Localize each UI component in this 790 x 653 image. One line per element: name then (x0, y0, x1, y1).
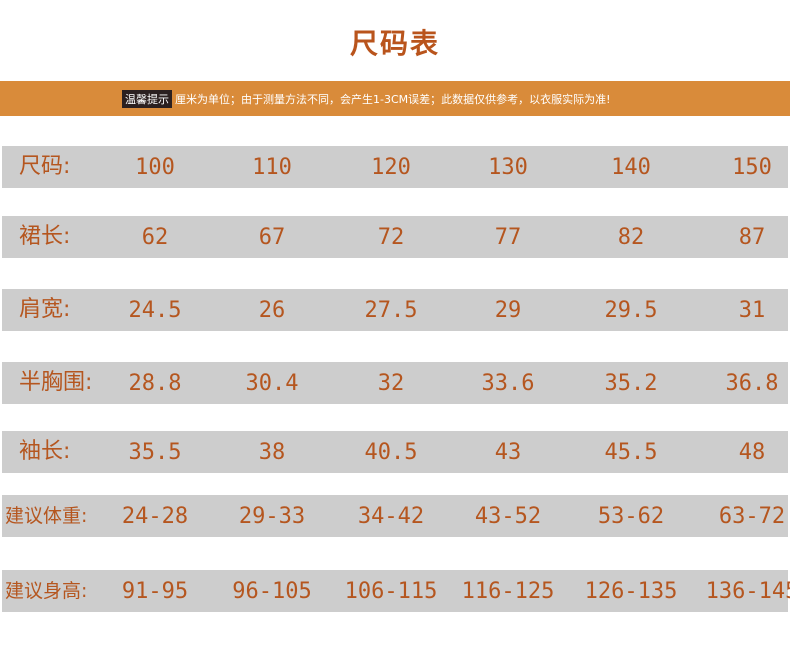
notice-badge: 温馨提示 (122, 90, 172, 108)
table-cell: 48 (738, 440, 766, 465)
table-cell: 29-33 (238, 504, 306, 529)
table-row: 建议身高: 91-95 96-105 106-115 116-125 126-135 136… (2, 570, 790, 612)
table-cell: 136-145 (705, 579, 790, 604)
table-cell: 120 (371, 155, 411, 180)
table-cell: 38 (258, 440, 286, 465)
row-label: 建议身高: (5, 580, 88, 602)
table-cell: 31 (738, 298, 766, 323)
notice-banner: 温馨提示 厘米为单位；由于测量方法不同，会产生1-3CM误差；此数据仅供参考，以… (0, 81, 790, 116)
table-cell: 35.5 (128, 440, 182, 465)
table-cell: 67 (258, 225, 286, 250)
table-row: 袖长: 35.5 38 40.5 43 45.5 48 (2, 431, 788, 473)
row-label: 裙长: (19, 224, 71, 249)
table-cell: 24.5 (128, 298, 182, 323)
table-cell: 100 (135, 155, 175, 180)
row-label: 肩宽: (19, 297, 71, 322)
notice-text: 厘米为单位；由于测量方法不同，会产生1-3CM误差；此数据仅供参考，以衣服实际为… (175, 93, 611, 106)
table-cell: 91-95 (121, 579, 189, 604)
table-cell: 130 (488, 155, 528, 180)
table-cell: 106-115 (344, 579, 438, 604)
table-row: 肩宽: 24.5 26 27.5 29 29.5 31 (2, 289, 788, 331)
table-cell: 29 (494, 298, 522, 323)
table-cell: 40.5 (364, 440, 418, 465)
table-cell: 150 (732, 155, 772, 180)
table-cell: 27.5 (364, 298, 418, 323)
table-cell: 36.8 (725, 371, 779, 396)
row-label: 建议体重: (5, 505, 88, 527)
table-row: 建议体重: 24-28 29-33 34-42 43-52 53-62 63-72 (2, 495, 788, 537)
table-cell: 34-42 (357, 504, 425, 529)
table-cell: 53-62 (597, 504, 665, 529)
table-cell: 45.5 (604, 440, 658, 465)
table-cell: 82 (617, 225, 645, 250)
table-row: 裙长: 62 67 72 77 82 87 (2, 216, 788, 258)
table-cell: 87 (738, 225, 766, 250)
row-label: 尺码: (19, 154, 71, 179)
table-cell: 72 (377, 225, 405, 250)
table-cell: 33.6 (481, 371, 535, 396)
table-cell: 43-52 (474, 504, 542, 529)
table-cell: 29.5 (604, 298, 658, 323)
table-cell: 77 (494, 225, 522, 250)
table-cell: 110 (252, 155, 292, 180)
table-cell: 140 (611, 155, 651, 180)
table-cell: 26 (258, 298, 286, 323)
table-cell: 43 (494, 440, 522, 465)
table-cell: 32 (377, 371, 405, 396)
page-title: 尺码表 (349, 27, 440, 60)
table-row: 尺码: 100 110 120 130 140 150 (2, 146, 788, 188)
table-cell: 28.8 (128, 371, 182, 396)
table-cell: 62 (141, 225, 169, 250)
row-label: 袖长: (19, 439, 71, 464)
table-cell: 35.2 (604, 371, 658, 396)
table-cell: 116-125 (461, 579, 555, 604)
table-cell: 126-135 (584, 579, 678, 604)
table-cell: 30.4 (245, 371, 299, 396)
table-cell: 24-28 (121, 504, 189, 529)
table-cell: 96-105 (232, 579, 312, 604)
table-cell: 63-72 (718, 504, 786, 529)
table-row: 半胸围: 28.8 30.4 32 33.6 35.2 36.8 (2, 362, 788, 404)
row-label: 半胸围: (19, 370, 93, 395)
